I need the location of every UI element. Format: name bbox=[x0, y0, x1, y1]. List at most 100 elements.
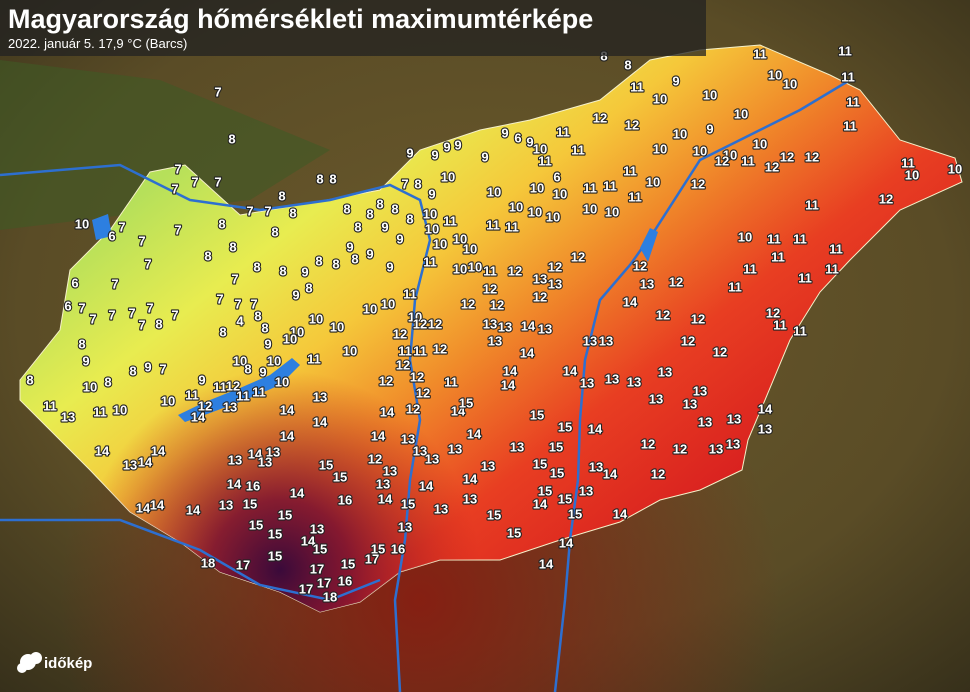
station-temp: 13 bbox=[223, 399, 237, 414]
station-temp: 10 bbox=[738, 229, 752, 244]
station-temp: 13 bbox=[605, 371, 619, 386]
station-temp: 14 bbox=[191, 409, 206, 424]
station-temp: 11 bbox=[630, 79, 644, 94]
station-temp: 14 bbox=[520, 345, 535, 360]
station-temp: 12 bbox=[656, 307, 670, 322]
station-temp: 10 bbox=[233, 353, 247, 368]
station-temp: 15 bbox=[278, 507, 292, 522]
station-temp: 11 bbox=[43, 398, 57, 413]
station-temp: 11 bbox=[838, 43, 852, 58]
station-temp: 16 bbox=[338, 492, 352, 507]
station-temp: 10 bbox=[703, 87, 717, 102]
station-temp: 13 bbox=[266, 444, 280, 459]
station-temp: 12 bbox=[805, 149, 819, 164]
station-temp: 8 bbox=[261, 320, 268, 335]
station-temp: 11 bbox=[841, 69, 855, 84]
station-temp: 8 bbox=[155, 316, 162, 331]
station-temp: 8 bbox=[254, 308, 261, 323]
station-temp: 12 bbox=[715, 153, 729, 168]
station-temp: 13 bbox=[313, 389, 327, 404]
station-temp: 14 bbox=[613, 506, 628, 521]
station-temp: 9 bbox=[431, 147, 438, 162]
station-temp: 10 bbox=[433, 236, 447, 251]
station-temp: 14 bbox=[313, 414, 328, 429]
station-temp: 11 bbox=[483, 263, 497, 278]
station-temp: 18 bbox=[201, 555, 215, 570]
station-temp: 13 bbox=[123, 457, 137, 472]
station-temp: 13 bbox=[228, 452, 242, 467]
station-temp: 12 bbox=[226, 378, 240, 393]
station-temp: 9 bbox=[443, 139, 450, 154]
station-temp: 8 bbox=[332, 256, 339, 271]
station-temp: 11 bbox=[743, 261, 757, 276]
title-box bbox=[0, 0, 706, 56]
station-temp: 13 bbox=[758, 421, 772, 436]
station-temp: 7 bbox=[246, 203, 253, 218]
station-temp: 15 bbox=[249, 517, 263, 532]
station-temp: 12 bbox=[651, 466, 665, 481]
station-temp: 12 bbox=[548, 259, 562, 274]
station-temp: 8 bbox=[219, 324, 226, 339]
station-temp: 13 bbox=[310, 521, 324, 536]
station-temp: 12 bbox=[428, 316, 442, 331]
station-temp: 6 bbox=[64, 298, 71, 313]
station-temp: 14 bbox=[136, 500, 151, 515]
station-temp: 14 bbox=[186, 502, 201, 517]
station-temp: 13 bbox=[580, 375, 594, 390]
station-temp: 11 bbox=[901, 155, 915, 170]
station-temp: 14 bbox=[419, 478, 434, 493]
station-temp: 12 bbox=[879, 191, 893, 206]
station-temp: 13 bbox=[498, 319, 512, 334]
station-temp: 7 bbox=[108, 307, 115, 322]
station-temp: 11 bbox=[185, 387, 199, 402]
station-temp: 9 bbox=[428, 186, 435, 201]
station-temp: 15 bbox=[243, 496, 257, 511]
station-temp: 12 bbox=[765, 159, 779, 174]
station-temp: 8 bbox=[354, 219, 361, 234]
rivers bbox=[0, 78, 851, 692]
station-temp: 10 bbox=[468, 259, 482, 274]
station-temp: 9 bbox=[672, 73, 679, 88]
station-temp: 14 bbox=[533, 496, 548, 511]
station-temp: 13 bbox=[726, 436, 740, 451]
station-temp: 10 bbox=[546, 209, 560, 224]
station-temp: 15 bbox=[558, 491, 572, 506]
station-temp: 13 bbox=[413, 443, 427, 458]
station-temp: 10 bbox=[441, 169, 455, 184]
logo: időkép bbox=[44, 655, 92, 672]
station-temp: 7 bbox=[144, 256, 151, 271]
station-temp: 14 bbox=[371, 428, 386, 443]
station-temp: 11 bbox=[93, 404, 107, 419]
station-temp: 15 bbox=[313, 541, 327, 556]
station-temp: 16 bbox=[391, 541, 405, 556]
station-temp: 10 bbox=[509, 199, 523, 214]
station-temp: 11 bbox=[583, 180, 597, 195]
station-temp: 9 bbox=[526, 134, 533, 149]
station-temp: 8 bbox=[244, 361, 251, 376]
station-temp: 14 bbox=[301, 533, 316, 548]
station-temp: 10 bbox=[330, 319, 344, 334]
station-temp: 9 bbox=[292, 287, 299, 302]
station-temp: 8 bbox=[406, 211, 413, 226]
station-temp: 13 bbox=[599, 333, 613, 348]
station-temp: 10 bbox=[161, 393, 175, 408]
station-temp: 13 bbox=[693, 383, 707, 398]
station-temp: 15 bbox=[459, 395, 473, 410]
station-temp: 13 bbox=[481, 458, 495, 473]
title: Magyarország hőmérsékleti maximumtérképe bbox=[8, 4, 593, 34]
station-temp: 6 bbox=[514, 130, 521, 145]
station-temp: 10 bbox=[408, 309, 422, 324]
station-temp: 6 bbox=[553, 169, 560, 184]
station-temp: 12 bbox=[691, 311, 705, 326]
station-temp: 8 bbox=[278, 188, 285, 203]
station-temp: 11 bbox=[603, 178, 617, 193]
station-temp: 12 bbox=[713, 344, 727, 359]
station-temp: 17 bbox=[236, 557, 250, 572]
station-temp: 12 bbox=[780, 149, 794, 164]
station-temp: 16 bbox=[338, 573, 352, 588]
station-temp: 12 bbox=[413, 316, 427, 331]
station-temp: 15 bbox=[549, 439, 563, 454]
station-temp: 8 bbox=[624, 57, 631, 72]
station-temp: 8 bbox=[78, 336, 85, 351]
station-temp: 10 bbox=[275, 374, 289, 389]
